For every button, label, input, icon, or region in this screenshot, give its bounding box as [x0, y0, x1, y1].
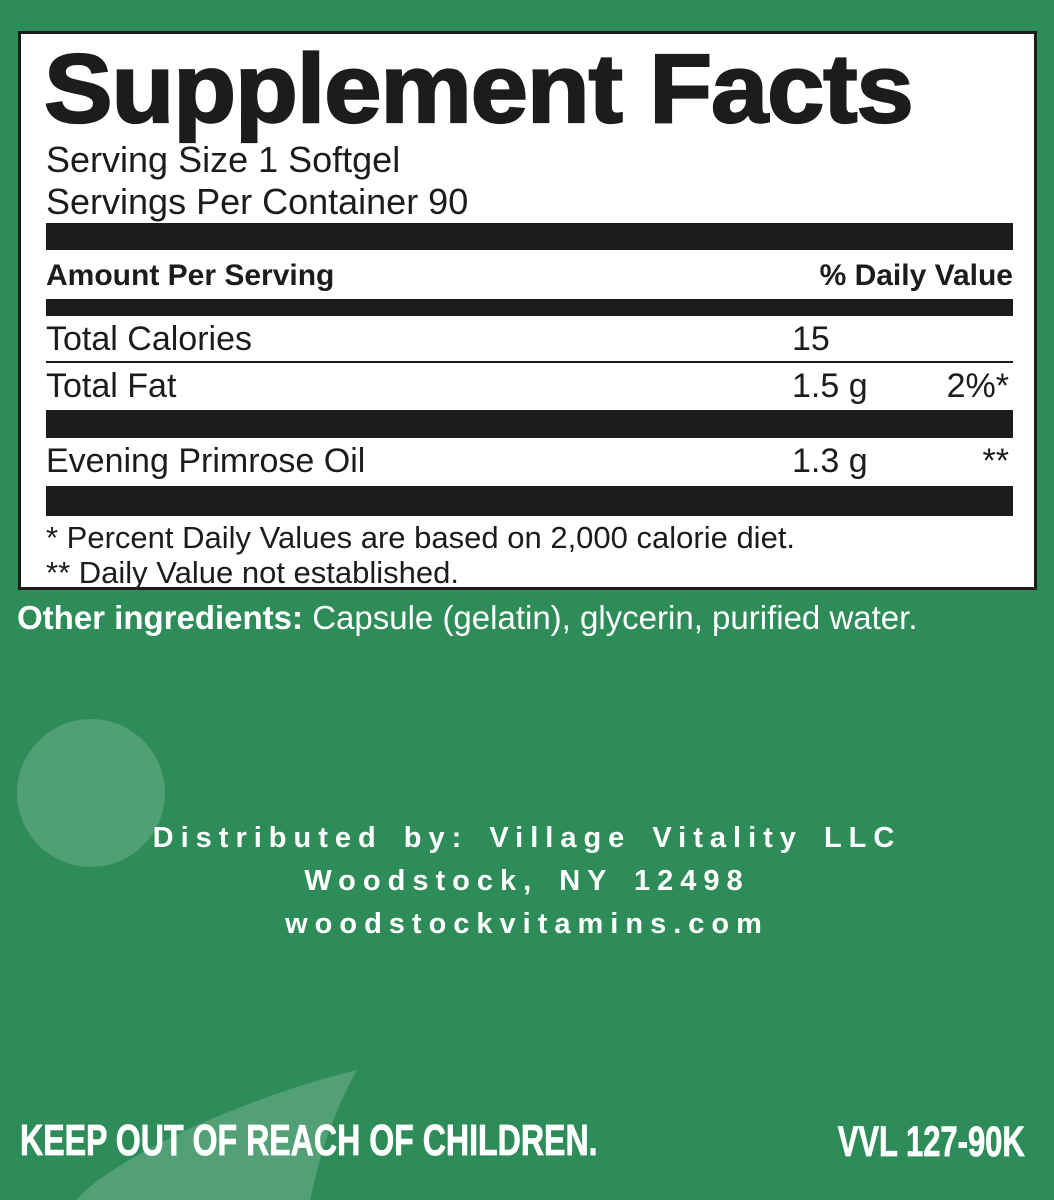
divider-bar-medium [46, 299, 1013, 316]
column-header-row: Amount Per Serving % Daily Value [46, 250, 1013, 299]
table-row: Total Calories 15 [46, 316, 1013, 361]
distributor-line1: Distributed by: Village Vitality LLC [152, 822, 902, 854]
distributor-line3: woodstockvitamins.com [285, 908, 769, 940]
serving-size: Serving Size 1 Softgel [46, 139, 401, 180]
nutrient-name: Total Calories [46, 320, 252, 358]
keep-out-warning: KEEP OUT OF REACH OF CHILDREN. [20, 1116, 598, 1165]
nutrient-name: Evening Primrose Oil [46, 442, 366, 480]
product-code: VVL 127-90K [837, 1118, 1026, 1166]
footnote-daily-values: * Percent Daily Values are based on 2,00… [46, 520, 796, 555]
footnotes: * Percent Daily Values are based on 2,00… [46, 520, 1013, 590]
other-ingredients: Other ingredients: Capsule (gelatin), gl… [17, 599, 1037, 637]
panel-title: Supplement Facts [43, 34, 915, 143]
table-row: Total Fat 1.5 g 2%* [46, 363, 1013, 410]
distributor-line2: Woodstock, NY 12498 [304, 865, 750, 897]
divider-hairline [46, 361, 1013, 363]
footnote-dv-not-established: ** Daily Value not established. [46, 555, 460, 590]
other-ingredients-label: Other ingredients: [17, 599, 304, 636]
divider-bar-thick [46, 410, 1013, 438]
table-row: Evening Primrose Oil 1.3 g ** [46, 438, 1013, 486]
nutrient-name: Total Fat [46, 367, 177, 405]
daily-value-header: % Daily Value [819, 259, 1013, 292]
supplement-facts-panel: Supplement Facts Serving Size 1 Softgel … [18, 31, 1037, 590]
nutrient-amount: 1.5 g [792, 367, 868, 405]
nutrient-amount: 1.3 g [792, 442, 868, 480]
nutrient-amount: 15 [792, 320, 830, 358]
distributor-block: Distributed by: Village Vitality LLC Woo… [0, 817, 1054, 946]
nutrient-dv: ** [982, 442, 1009, 480]
other-ingredients-text: Capsule (gelatin), glycerin, purified wa… [303, 599, 918, 636]
servings-per-container: Servings Per Container 90 [46, 181, 469, 222]
divider-bar-thick [46, 223, 1013, 250]
divider-bar-thick [46, 486, 1013, 516]
nutrient-dv: 2%* [946, 367, 1009, 405]
amount-per-serving-header: Amount Per Serving [46, 259, 335, 292]
